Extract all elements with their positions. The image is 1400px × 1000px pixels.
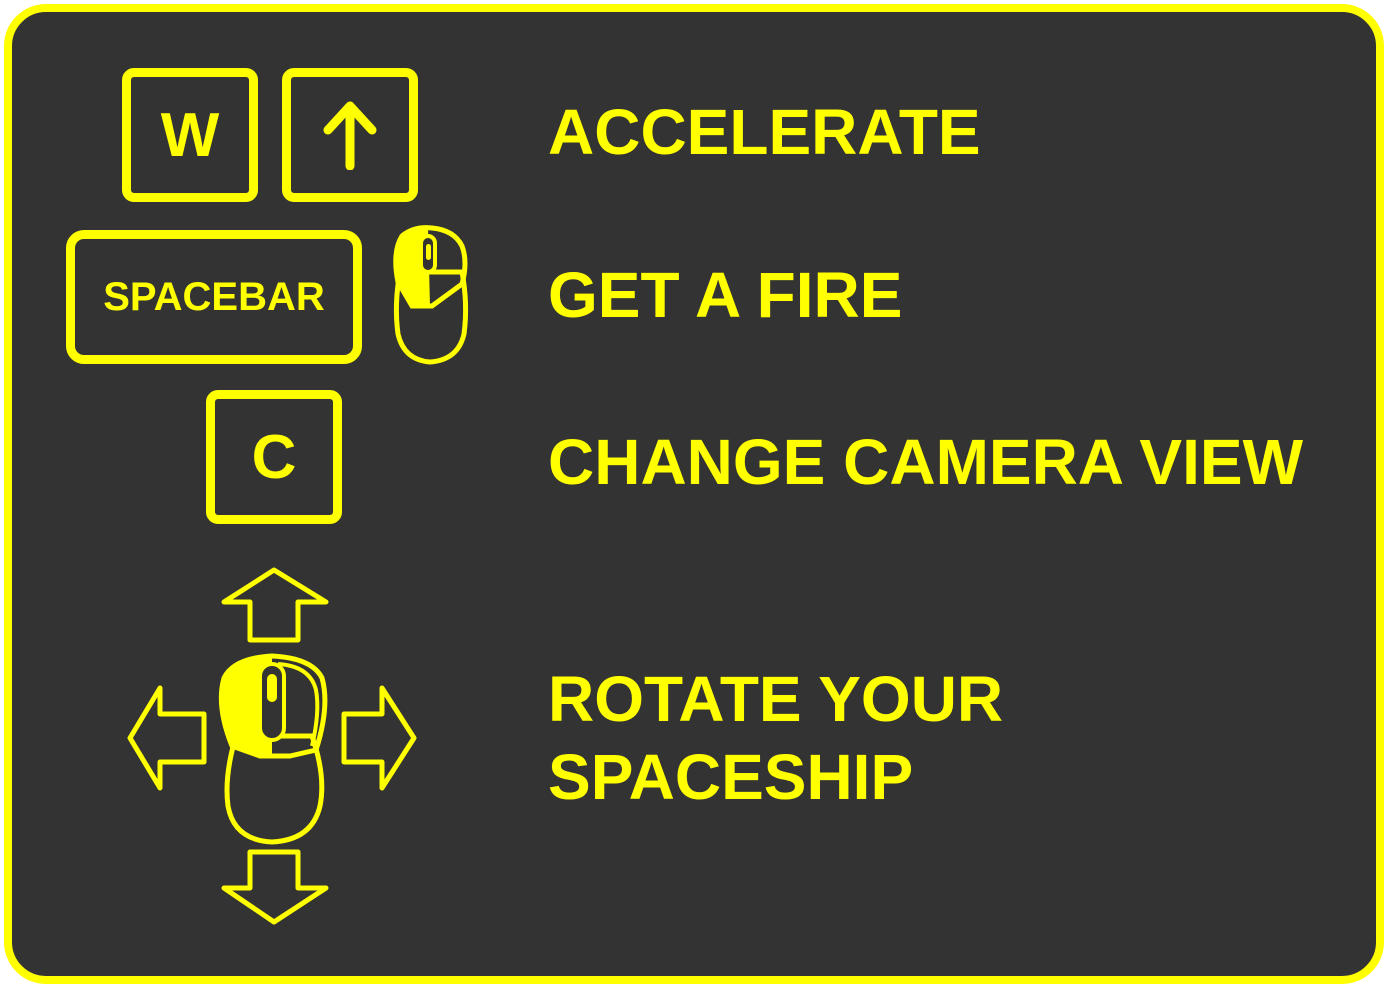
- action-fire: GET A FIRE: [548, 259, 903, 331]
- arrow-left-icon: [127, 685, 207, 791]
- key-c: C: [206, 390, 342, 524]
- action-accelerate: ACCELERATE: [548, 96, 981, 168]
- arrow-down-icon: [221, 849, 329, 925]
- key-w-label: W: [160, 100, 220, 170]
- key-spacebar: SPACEBAR: [66, 230, 362, 364]
- up-arrow-icon: [323, 101, 377, 170]
- key-c-label: C: [251, 422, 297, 492]
- key-spacebar-label: SPACEBAR: [103, 274, 325, 319]
- arrow-up-icon: [221, 567, 329, 643]
- action-rotate-line2: SPACESHIP: [548, 741, 914, 813]
- arrow-right-icon: [341, 685, 417, 791]
- mouse-left-click-icon: [393, 225, 469, 365]
- action-rotate-line1: ROTATE YOUR: [548, 663, 1004, 735]
- mouse-move-icon: [127, 567, 417, 925]
- key-up-arrow: [282, 68, 418, 202]
- action-camera: CHANGE CAMERA VIEW: [548, 426, 1303, 498]
- key-w: W: [122, 68, 258, 202]
